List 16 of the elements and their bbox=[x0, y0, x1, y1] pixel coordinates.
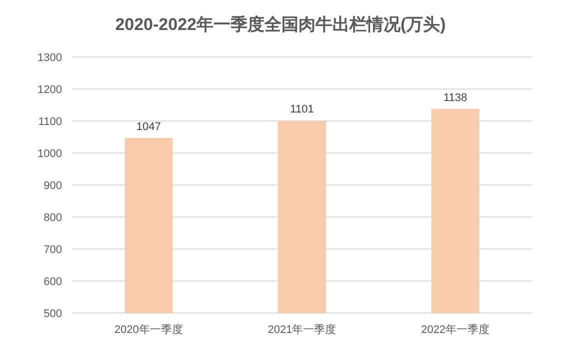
x-tick-label: 2021年一季度 bbox=[268, 323, 336, 336]
chart-title: 2020-2022年一季度全国肉牛出栏情况(万头) bbox=[115, 15, 446, 34]
data-label: 1101 bbox=[290, 104, 314, 116]
data-label: 1047 bbox=[136, 120, 161, 133]
y-tick-label: 1000 bbox=[38, 148, 62, 160]
x-tick-label: 2022年一季度 bbox=[421, 323, 490, 336]
y-tick-label: 1200 bbox=[38, 84, 62, 96]
y-tick-label: 700 bbox=[44, 244, 62, 256]
y-tick-label: 600 bbox=[44, 276, 62, 288]
y-tick-label: 900 bbox=[44, 180, 62, 192]
x-tick-label: 2020年一季度 bbox=[114, 323, 183, 336]
y-tick-label: 1300 bbox=[38, 52, 62, 64]
y-tick-label: 800 bbox=[44, 212, 62, 224]
data-label: 1138 bbox=[444, 92, 468, 104]
y-tick-label: 1100 bbox=[38, 116, 62, 128]
y-tick-label: 500 bbox=[44, 308, 62, 320]
